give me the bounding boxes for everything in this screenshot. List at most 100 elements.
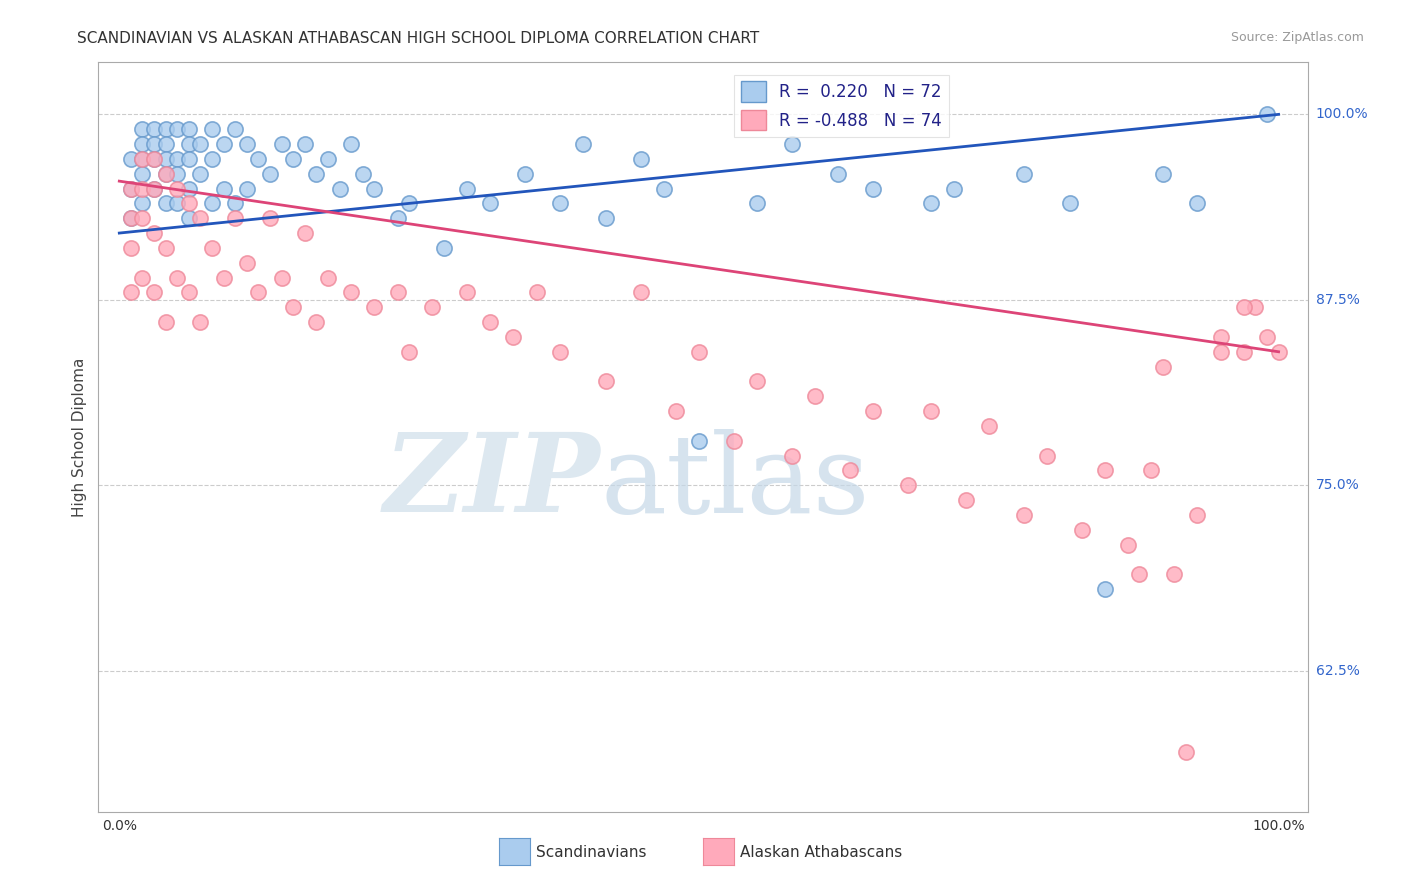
Point: [131, 167, 153, 181]
Point: [143, 226, 166, 240]
Point: [283, 152, 305, 166]
Point: [201, 196, 224, 211]
Point: [120, 285, 142, 300]
Point: [977, 419, 1000, 434]
Point: [1128, 567, 1150, 582]
Point: [166, 152, 188, 166]
Point: [1012, 508, 1035, 522]
Text: 87.5%: 87.5%: [1316, 293, 1360, 307]
Point: [177, 136, 200, 151]
Point: [920, 196, 942, 211]
Point: [224, 211, 246, 226]
Point: [177, 122, 200, 136]
Point: [247, 285, 270, 300]
Text: 62.5%: 62.5%: [1316, 664, 1360, 678]
Point: [363, 300, 385, 314]
Point: [294, 136, 316, 151]
Point: [166, 196, 188, 211]
Point: [665, 404, 688, 418]
Point: [190, 315, 212, 329]
Point: [456, 181, 478, 195]
Point: [502, 330, 524, 344]
Point: [652, 181, 675, 195]
Point: [513, 167, 536, 181]
Point: [827, 167, 849, 181]
Point: [143, 136, 166, 151]
Point: [479, 315, 502, 329]
Point: [456, 285, 478, 300]
Point: [897, 478, 920, 492]
Point: [316, 270, 339, 285]
Point: [1233, 344, 1256, 359]
Point: [155, 241, 177, 255]
Point: [259, 167, 281, 181]
Text: 100.0%: 100.0%: [1316, 107, 1368, 121]
Point: [201, 241, 224, 255]
Point: [723, 434, 745, 448]
Point: [143, 285, 166, 300]
Point: [433, 241, 456, 255]
Point: [595, 211, 617, 226]
Point: [177, 196, 200, 211]
Point: [177, 152, 200, 166]
Point: [1116, 538, 1139, 552]
Point: [1244, 300, 1267, 314]
Point: [155, 122, 177, 136]
Point: [212, 136, 235, 151]
Point: [201, 152, 224, 166]
Point: [1187, 508, 1209, 522]
Point: [166, 270, 188, 285]
Point: [166, 181, 188, 195]
Point: [340, 285, 363, 300]
Point: [630, 285, 652, 300]
Point: [548, 344, 571, 359]
Point: [387, 285, 409, 300]
Point: [155, 136, 177, 151]
Point: [572, 136, 595, 151]
Point: [1012, 167, 1035, 181]
Point: [224, 122, 246, 136]
Point: [1070, 523, 1092, 537]
Point: [1209, 330, 1232, 344]
Point: [190, 211, 212, 226]
Point: [316, 152, 339, 166]
Point: [131, 152, 153, 166]
Point: [548, 196, 571, 211]
Point: [131, 196, 153, 211]
Point: [131, 211, 153, 226]
Point: [1187, 196, 1209, 211]
Point: [143, 122, 166, 136]
Point: [177, 285, 200, 300]
Point: [120, 211, 142, 226]
Point: [212, 270, 235, 285]
Point: [780, 449, 803, 463]
Point: [143, 181, 166, 195]
Point: [270, 270, 292, 285]
Point: [155, 167, 177, 181]
Point: [155, 152, 177, 166]
Point: [479, 196, 502, 211]
Point: [190, 167, 212, 181]
Point: [212, 181, 235, 195]
Text: 100.0%: 100.0%: [1253, 819, 1305, 833]
Text: SCANDINAVIAN VS ALASKAN ATHABASCAN HIGH SCHOOL DIPLOMA CORRELATION CHART: SCANDINAVIAN VS ALASKAN ATHABASCAN HIGH …: [77, 31, 759, 46]
Text: 75.0%: 75.0%: [1316, 478, 1360, 492]
Text: atlas: atlas: [600, 428, 870, 535]
Point: [131, 152, 153, 166]
Point: [294, 226, 316, 240]
Point: [943, 181, 966, 195]
Point: [177, 181, 200, 195]
Point: [838, 463, 860, 477]
Point: [305, 315, 328, 329]
Point: [1140, 463, 1163, 477]
Point: [804, 389, 827, 403]
Point: [1233, 300, 1256, 314]
Point: [1256, 107, 1278, 121]
Point: [745, 375, 768, 389]
Point: [224, 196, 246, 211]
Text: Scandinavians: Scandinavians: [536, 846, 647, 860]
Point: [363, 181, 385, 195]
Point: [1267, 344, 1289, 359]
Point: [1094, 582, 1116, 596]
Point: [155, 196, 177, 211]
